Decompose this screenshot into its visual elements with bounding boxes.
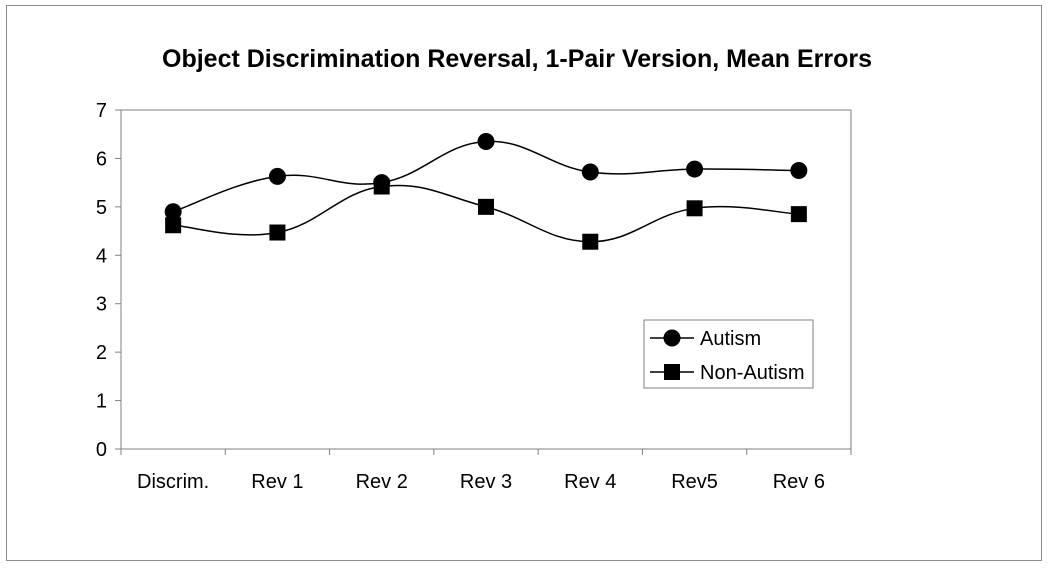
legend-marker-non-autism [664, 364, 680, 380]
data-point-non-autism [373, 178, 390, 195]
chart-title: Object Discrimination Reversal, 1-Pair V… [162, 45, 872, 73]
y-tick-label: 6 [96, 148, 107, 170]
y-tick-label: 1 [96, 391, 107, 413]
legend-label-autism: Autism [700, 328, 761, 350]
data-point-non-autism [790, 206, 807, 223]
x-tick-label: Rev 6 [773, 471, 825, 493]
legend-label-non-autism: Non-Autism [700, 362, 804, 384]
plot-area-border [120, 109, 852, 450]
series-autism [164, 132, 808, 221]
y-tick-label: 3 [96, 294, 107, 316]
y-tick-label: 7 [96, 100, 107, 122]
data-point-non-autism [165, 217, 182, 234]
axes: 0 1 2 3 4 5 6 7 Discrim. Rev 1 Rev 2 Rev 3 Rev 4 Rev5… [96, 100, 852, 493]
x-tick-label: Discrim. [137, 471, 209, 493]
data-point-autism [581, 163, 599, 181]
series-non-autism [165, 178, 807, 250]
legend-marker-autism [663, 329, 681, 347]
legend: Autism Non-Autism [643, 319, 814, 389]
data-point-autism [477, 132, 495, 150]
data-point-non-autism [582, 233, 599, 250]
data-point-non-autism [686, 200, 703, 217]
x-tick-label: Rev 3 [460, 471, 512, 493]
y-tick-label: 2 [96, 342, 107, 364]
chart-frame [6, 5, 1042, 561]
y-tick-label: 4 [96, 245, 107, 267]
y-tick-label: 0 [96, 439, 107, 461]
data-point-autism [268, 167, 286, 185]
x-tick-label: Rev 4 [564, 471, 616, 493]
data-point-non-autism [269, 224, 286, 241]
data-point-autism [686, 160, 704, 178]
x-tick-label: Rev5 [671, 471, 718, 493]
data-point-non-autism [478, 198, 494, 215]
y-tick-label: 5 [96, 197, 107, 219]
data-point-autism [164, 203, 182, 221]
x-tick-label: Rev 2 [356, 471, 408, 493]
x-tick-label: Rev 1 [251, 471, 303, 493]
data-point-autism [790, 162, 808, 180]
series-layer [164, 132, 808, 250]
